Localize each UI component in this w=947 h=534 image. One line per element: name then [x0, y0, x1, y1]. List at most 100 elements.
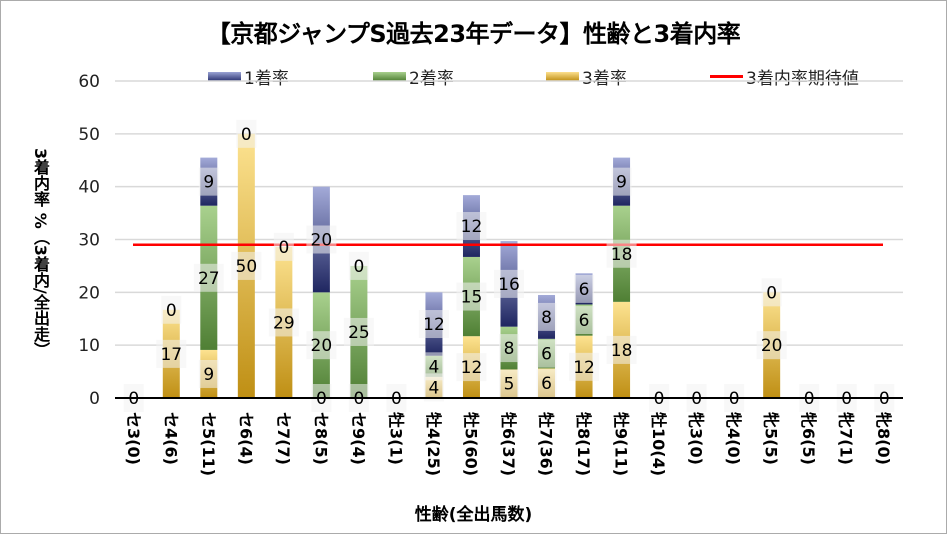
x-tick-label: 牝4(0): [724, 412, 743, 465]
data-label-bg: [423, 352, 444, 381]
data-label: 0: [166, 301, 177, 321]
data-label: 9: [616, 173, 627, 193]
data-label: 0: [278, 238, 289, 258]
data-label-bg: [536, 339, 557, 368]
legend-item-2nd: 2着率: [373, 64, 454, 89]
legend-label-expected: 3着内率期待値: [746, 69, 859, 89]
data-label-bg: [343, 317, 374, 346]
data-label: 0: [766, 283, 777, 303]
data-label: 12: [461, 217, 483, 237]
x-tick-label: 牡7(36): [537, 412, 556, 476]
y-tick-label: 60: [78, 72, 100, 92]
y-tick-label: 20: [78, 283, 100, 303]
data-label-bg: [268, 308, 299, 337]
data-label-bg: [611, 167, 632, 196]
data-label: 20: [311, 231, 333, 251]
legend-item-1st: 1着率: [208, 64, 289, 89]
legend-item-3rd: 3着率: [546, 64, 627, 89]
data-label-bg: [156, 339, 187, 368]
legend-label-3rd: 3着率: [582, 69, 627, 89]
data-label-bg: [756, 331, 787, 360]
data-label: 20: [761, 336, 783, 356]
legend-swatch-3rd: [546, 72, 579, 81]
data-label: 0: [353, 257, 364, 277]
data-label-bg: [606, 239, 637, 268]
x-tick-label: セ6(4): [236, 412, 255, 465]
data-label: 6: [541, 345, 552, 365]
data-label-bg: [348, 251, 369, 280]
data-label: 29: [273, 313, 295, 333]
legend-swatch-2nd: [373, 72, 406, 81]
data-label: 9: [203, 365, 214, 385]
data-label: 5: [504, 375, 515, 395]
data-label: 9: [203, 173, 214, 193]
legend-label-1st: 1着率: [244, 69, 289, 89]
x-tick-label: セ3(0): [124, 412, 143, 465]
data-label-bg: [456, 282, 487, 311]
data-label-bg: [456, 353, 487, 382]
data-label: 17: [160, 345, 182, 365]
data-label-bg: [536, 369, 557, 398]
data-label: 12: [423, 315, 445, 335]
data-label-bg: [499, 334, 519, 363]
data-label-bg: [231, 251, 262, 280]
x-tick-label: セ4(6): [161, 412, 180, 465]
x-tick-label: 牡8(17): [574, 412, 593, 476]
data-label-bg: [606, 335, 637, 364]
data-label: 12: [573, 358, 595, 378]
data-label-bg: [198, 167, 219, 196]
y-tick-label: 40: [78, 178, 100, 198]
data-label-bg: [306, 225, 337, 254]
data-label-bg: [306, 331, 337, 360]
x-tick-label: セ9(4): [349, 412, 368, 465]
data-label: 8: [504, 339, 515, 359]
x-tick-label: セ8(5): [311, 412, 330, 465]
y-tick-label: 30: [78, 231, 100, 251]
data-label: 20: [311, 336, 333, 356]
data-label-bg: [761, 278, 782, 307]
y-axis-label: 3着内率 %（3着内/全出走）: [31, 148, 50, 358]
data-label-bg: [456, 212, 487, 241]
x-tick-label: 牝7(1): [837, 412, 856, 465]
data-label-bg: [494, 269, 524, 298]
data-label: 50: [236, 257, 258, 277]
x-tick-label: 牝3(0): [687, 412, 706, 465]
x-tick-label: 牡3(1): [386, 412, 405, 465]
legend-item-expected: 3着内率期待値: [710, 64, 859, 89]
data-label: 18: [611, 245, 633, 265]
legend: 1着率 2着率 3着率 3着内率期待値: [0, 64, 947, 89]
data-label-bg: [499, 369, 519, 398]
data-label-bg: [574, 306, 595, 335]
x-tick-label: セ7(7): [274, 412, 293, 465]
data-label-bg: [193, 263, 224, 292]
y-tick-label: 0: [89, 389, 100, 409]
x-tick-label: 牡9(11): [612, 412, 631, 476]
data-label: 6: [579, 311, 590, 331]
legend-line-expected: [710, 75, 743, 78]
data-label-bg: [423, 373, 444, 402]
chart-title: 【京都ジャンプS過去23年データ】性齢と3着内率: [206, 20, 741, 48]
data-label-bg: [536, 302, 557, 331]
y-tick-label: 50: [78, 125, 100, 145]
data-label: 8: [541, 308, 552, 328]
y-tick-label: 10: [78, 336, 100, 356]
x-tick-label: 牡4(25): [424, 412, 443, 476]
data-label: 16: [498, 275, 520, 295]
data-label-bg: [161, 295, 182, 324]
x-tick-label: 牝5(5): [762, 412, 781, 465]
data-label: 12: [461, 358, 483, 378]
data-label: 15: [461, 288, 483, 308]
data-label-bg: [236, 119, 257, 148]
x-tick-label: 牡10(4): [649, 412, 668, 476]
data-label-bg: [198, 359, 219, 388]
legend-label-2nd: 2着率: [409, 69, 454, 89]
data-label: 4: [429, 378, 440, 398]
x-tick-label: 牝8(0): [874, 412, 893, 465]
data-label: 6: [541, 374, 552, 394]
x-tick-label: 牡5(60): [461, 412, 480, 476]
data-label: 4: [429, 357, 440, 377]
data-label: 6: [579, 280, 590, 300]
data-label: 0: [241, 125, 252, 145]
x-axis-label: 性齢(全出馬数): [414, 505, 533, 525]
